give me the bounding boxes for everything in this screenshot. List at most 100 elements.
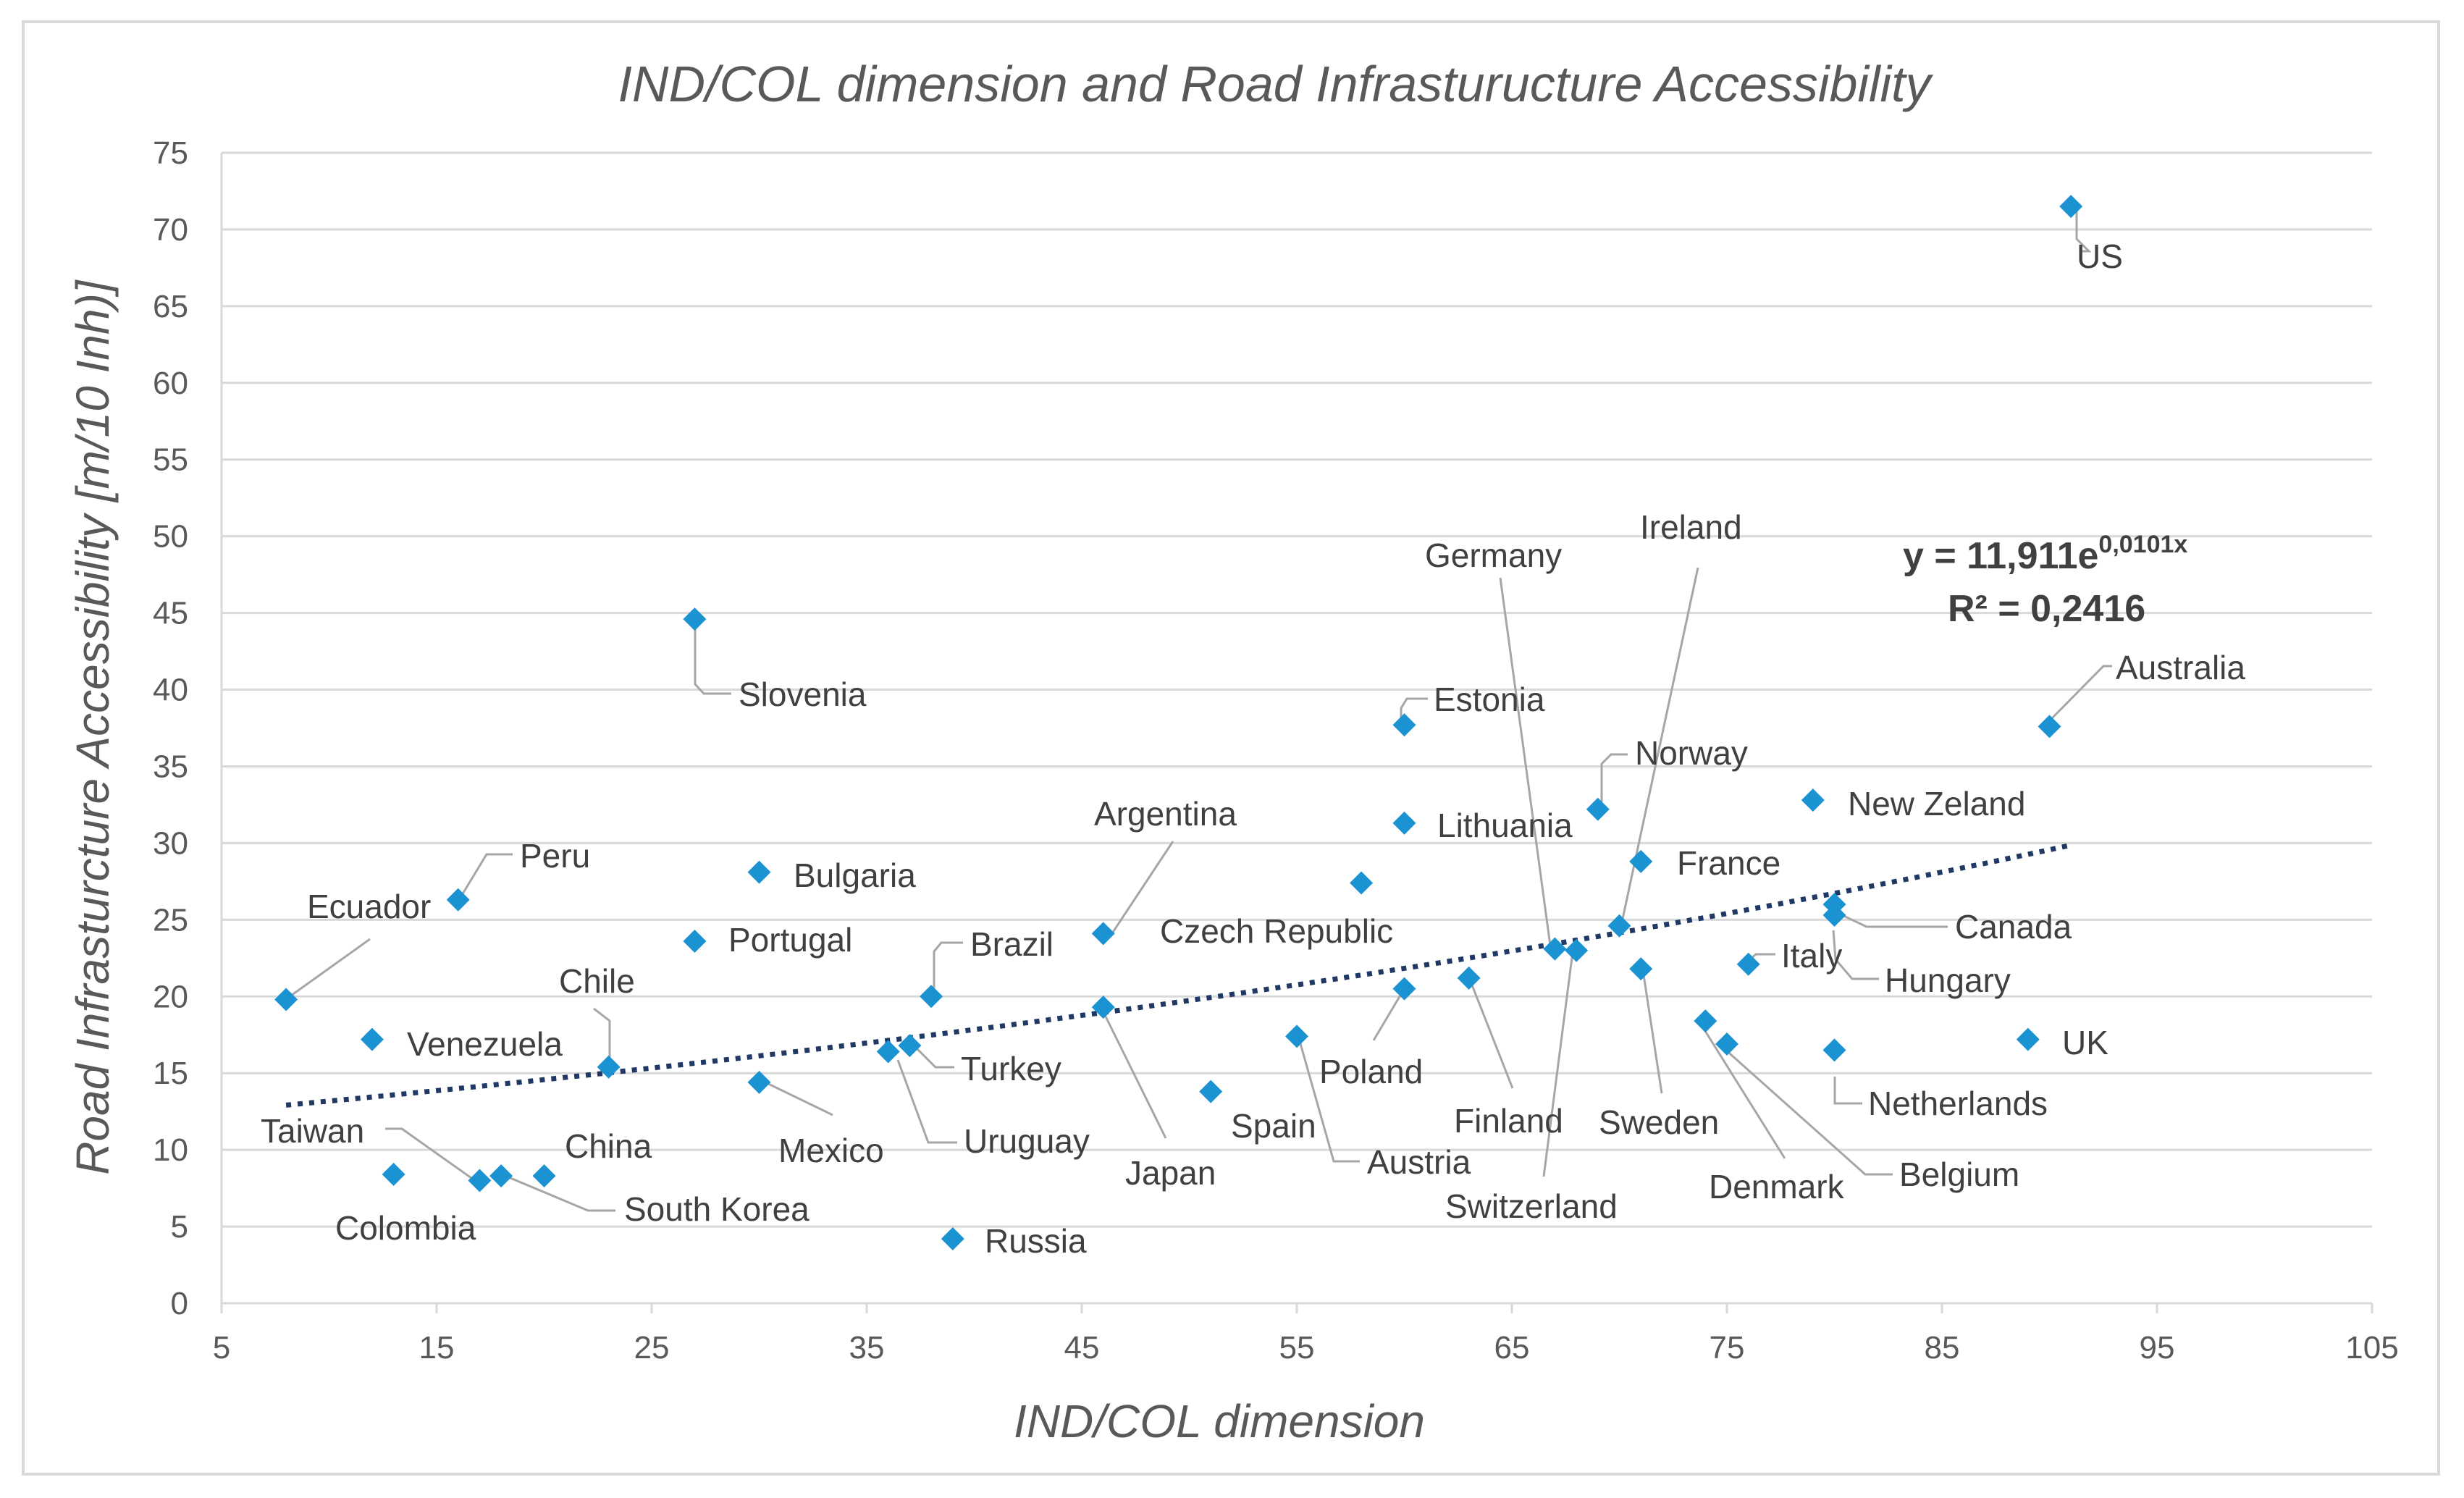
data-label-switzerland: Switzerland xyxy=(1445,1187,1618,1225)
data-point-japan xyxy=(1091,996,1115,1019)
y-tick-label: 45 xyxy=(153,596,188,631)
x-tick-label: 65 xyxy=(1494,1330,1530,1366)
leader-line xyxy=(762,1080,833,1116)
trend-r-squared: R² = 0,2416 xyxy=(1948,588,2145,630)
data-label-uruguay: Uruguay xyxy=(964,1122,1090,1160)
data-label-sweden: Sweden xyxy=(1599,1103,1719,1141)
y-tick-label: 0 xyxy=(171,1286,188,1321)
trend-equation: y = 11,911e0,0101x xyxy=(1903,531,2187,577)
data-label-brazil: Brazil xyxy=(970,925,1054,963)
data-point-portugal xyxy=(683,929,707,953)
leader-line xyxy=(1400,697,1428,720)
x-tick-label: 75 xyxy=(1710,1330,1745,1366)
data-point-uruguay xyxy=(876,1040,900,1064)
y-tick-label: 60 xyxy=(153,366,188,401)
leader-line xyxy=(593,1007,611,1068)
y-tick-label: 40 xyxy=(153,673,188,708)
leader-line xyxy=(1499,577,1552,951)
leader-line xyxy=(1103,1014,1167,1139)
data-label-taiwan: Taiwan xyxy=(261,1112,364,1150)
x-tick-label: 45 xyxy=(1064,1330,1100,1366)
x-tick-label: 25 xyxy=(634,1330,670,1366)
data-label-finland: Finland xyxy=(1454,1102,1563,1140)
leader-line xyxy=(2049,665,2112,721)
y-tick-label: 25 xyxy=(153,902,188,938)
leader-line xyxy=(458,853,513,899)
data-point-italy xyxy=(1736,952,1760,976)
x-axis-title: IND/COL dimension xyxy=(1014,1395,1425,1447)
data-label-czech-republic: Czech Republic xyxy=(1160,912,1393,950)
data-label-hungary: Hungary xyxy=(1885,962,2011,999)
data-point-spain xyxy=(1199,1080,1223,1103)
data-point-us xyxy=(2059,195,2083,219)
data-label-belgium: Belgium xyxy=(1899,1156,2019,1193)
y-tick-label: 10 xyxy=(153,1132,188,1168)
data-point-russia xyxy=(941,1227,964,1251)
data-point-uk xyxy=(2016,1027,2040,1051)
data-label-canada: Canada xyxy=(1955,908,2072,946)
data-point-ecuador xyxy=(274,988,298,1011)
y-tick-label: 55 xyxy=(153,442,188,478)
data-point-belgium xyxy=(1715,1032,1738,1056)
data-label-ireland: Ireland xyxy=(1640,508,1742,546)
y-tick-label: 65 xyxy=(153,289,188,324)
leader-line xyxy=(896,1059,957,1144)
data-label-poland: Poland xyxy=(1319,1053,1423,1090)
data-label-estonia: Estonia xyxy=(1434,681,1545,718)
data-label-us: US xyxy=(2077,237,2123,275)
y-tick-label: 15 xyxy=(153,1056,188,1091)
data-point-switzerland xyxy=(1565,938,1589,962)
data-point-chile xyxy=(597,1055,621,1079)
data-label-venezuela: Venezuela xyxy=(407,1025,563,1063)
leader-line xyxy=(285,938,371,1001)
x-tick-label: 85 xyxy=(1925,1330,1960,1366)
data-point-france xyxy=(1629,849,1653,873)
leader-line xyxy=(385,1127,477,1183)
y-tick-label: 20 xyxy=(153,979,188,1014)
data-points xyxy=(274,195,2083,1251)
leader-line xyxy=(2075,211,2092,253)
data-point-denmark xyxy=(1694,1009,1717,1033)
data-point-ireland xyxy=(1607,914,1631,938)
data-point-hungary xyxy=(1822,903,1846,927)
data-label-ecuador: Ecuador xyxy=(307,888,431,925)
data-label-turkey: Turkey xyxy=(961,1050,1061,1087)
data-point-poland xyxy=(1392,977,1416,1001)
data-point-brazil xyxy=(920,985,943,1009)
data-point-china xyxy=(532,1164,556,1188)
data-point-czech-republic xyxy=(1350,871,1374,895)
leader-line xyxy=(1298,1040,1360,1163)
data-point-slovenia xyxy=(683,607,707,631)
data-label-new-zeland: New Zeland xyxy=(1848,785,2025,822)
data-point-norway xyxy=(1586,797,1610,821)
data-label-germany: Germany xyxy=(1425,536,1562,574)
leader-line xyxy=(1109,841,1174,936)
data-label-argentina: Argentina xyxy=(1094,795,1237,833)
data-point-venezuela xyxy=(360,1027,384,1051)
data-point-mexico xyxy=(747,1070,771,1094)
y-tick-label: 35 xyxy=(153,749,188,784)
data-point-taiwan xyxy=(468,1169,492,1192)
data-label-slovenia: Slovenia xyxy=(739,676,867,713)
y-tick-label: 50 xyxy=(153,519,188,555)
leader-line xyxy=(1838,912,1948,928)
data-point-australia xyxy=(2038,715,2061,739)
data-label-chile: Chile xyxy=(559,962,635,1000)
leader-line xyxy=(1372,993,1403,1041)
gridlines xyxy=(220,151,2373,1313)
y-axis-title: Road Infrasturcture Accessibility [m/10 … xyxy=(67,279,119,1175)
chart-title: IND/COL dimension and Road Infrastuructu… xyxy=(618,56,1933,112)
y-tick-label: 5 xyxy=(171,1209,188,1245)
data-label-france: France xyxy=(1677,844,1780,882)
data-point-bulgaria xyxy=(747,860,771,884)
leader-line xyxy=(1600,753,1628,809)
data-point-finland xyxy=(1457,966,1481,990)
data-label-uk: UK xyxy=(2062,1024,2108,1061)
leader-line xyxy=(933,941,963,988)
leader-line xyxy=(1724,1048,1893,1176)
data-point-estonia xyxy=(1392,713,1416,737)
chart-frame xyxy=(22,20,2440,1476)
y-tick-label: 30 xyxy=(153,825,188,861)
data-point-south-korea xyxy=(489,1164,513,1188)
